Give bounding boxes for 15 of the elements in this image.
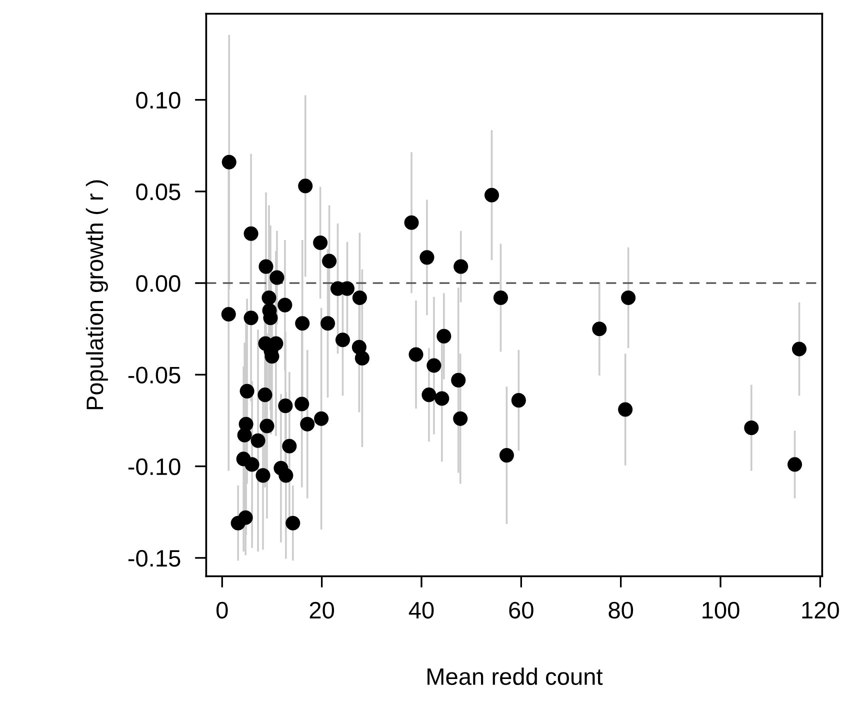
x-axis-title: Mean redd count <box>428 668 603 686</box>
x-tick-label: 80 <box>608 602 634 619</box>
y-tick-label: -0.05 <box>128 366 180 384</box>
y-tick-label: 0.05 <box>136 184 180 200</box>
x-tick-label: 100 <box>702 602 740 619</box>
y-tick-label: 0.10 <box>136 92 180 109</box>
y-tick-label: -0.15 <box>128 550 180 567</box>
x-tick-label: 120 <box>802 602 839 619</box>
x-tick-label: 0 <box>216 602 228 619</box>
y-axis-title: Population growth ( r ) <box>86 180 108 410</box>
y-tick-label: 0.00 <box>136 275 180 292</box>
y-tick-label: -0.10 <box>128 458 180 476</box>
x-tick-label: 60 <box>509 602 534 619</box>
x-tick-label: 20 <box>310 602 334 619</box>
x-tick-label: 40 <box>408 602 434 619</box>
